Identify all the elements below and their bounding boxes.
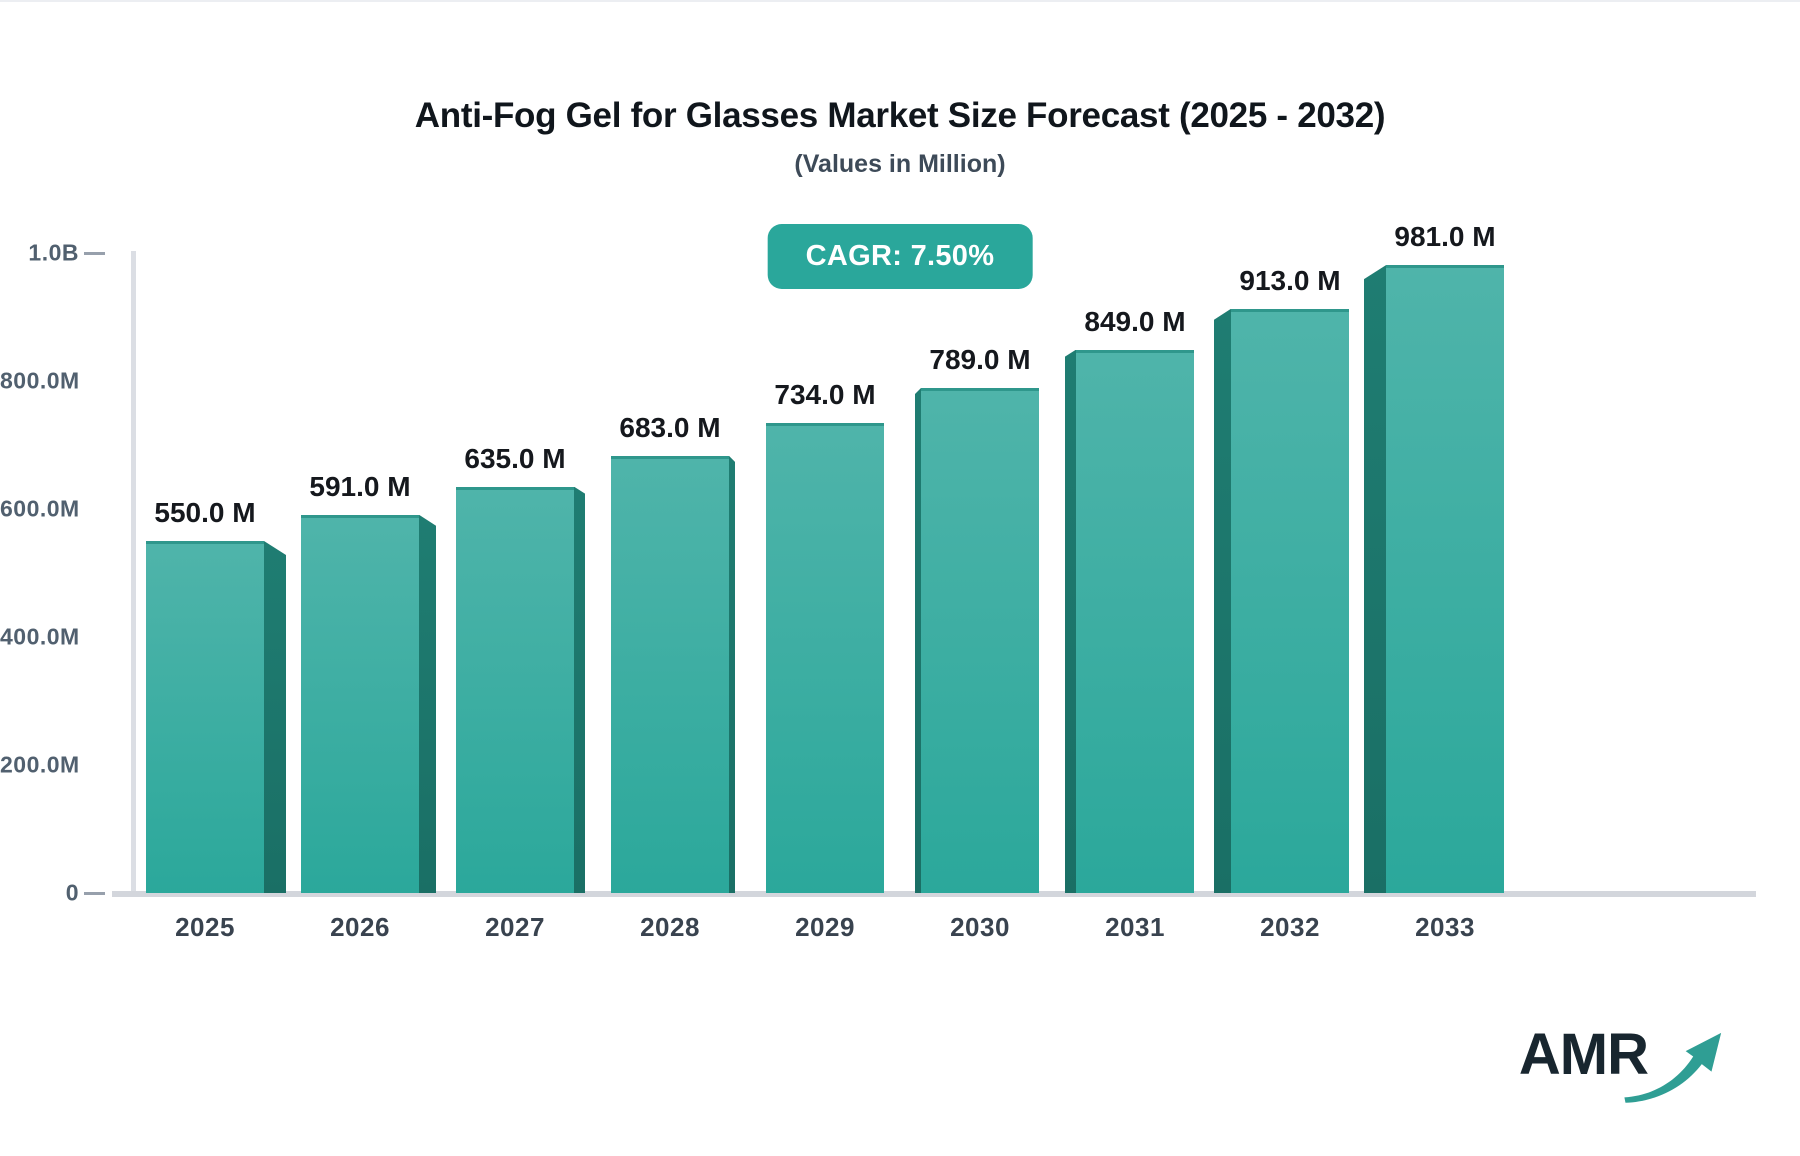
bar-slot-2029: 734.0 M bbox=[766, 253, 884, 893]
bar-value-label-2031: 849.0 M bbox=[1084, 305, 1186, 337]
bar-side-face-right bbox=[574, 486, 585, 893]
bar-slot-2031: 849.0 M bbox=[1065, 253, 1194, 893]
chart-title: Anti-Fog Gel for Glasses Market Size For… bbox=[414, 96, 1386, 135]
bar-value-label-2027: 635.0 M bbox=[464, 442, 566, 474]
bar-side-face-right bbox=[419, 514, 436, 893]
y-axis-label-200.0M: 200.0M bbox=[0, 751, 80, 778]
bar-value-label-2030: 789.0 M bbox=[929, 344, 1031, 376]
bar-side-face-right bbox=[729, 455, 735, 893]
y-axis-tick-1.0B bbox=[84, 252, 105, 255]
x-axis-label-2026: 2026 bbox=[330, 912, 390, 942]
bar-slot-2027: 635.0 M bbox=[456, 253, 585, 893]
x-axis-label-2029: 2029 bbox=[795, 912, 855, 942]
bar-value-label-2033: 981.0 M bbox=[1394, 221, 1496, 253]
bar-2025[interactable] bbox=[146, 541, 264, 893]
x-axis-baseline bbox=[112, 891, 1756, 897]
bar-2029[interactable] bbox=[766, 423, 884, 893]
bar-value-label-2026: 591.0 M bbox=[309, 470, 411, 502]
bar-side-face-left bbox=[1364, 265, 1386, 893]
bar-2031[interactable] bbox=[1076, 349, 1194, 893]
bar-2030[interactable] bbox=[921, 388, 1039, 893]
x-axis-label-2030: 2030 bbox=[950, 912, 1010, 942]
y-axis-line bbox=[131, 251, 136, 896]
page-top-border bbox=[0, 0, 1800, 2]
y-axis-label-800.0M: 800.0M bbox=[0, 367, 80, 394]
bar-slot-2028: 683.0 M bbox=[611, 253, 735, 893]
bar-slot-2025: 550.0 M bbox=[146, 253, 286, 893]
bar-2027[interactable] bbox=[456, 486, 574, 893]
x-axis-label-2032: 2032 bbox=[1260, 912, 1320, 942]
bar-value-label-2029: 734.0 M bbox=[774, 379, 876, 411]
bar-side-face-right bbox=[264, 541, 286, 893]
y-axis-tick-0 bbox=[84, 892, 105, 895]
cagr-badge: CAGR: 7.50% bbox=[767, 224, 1033, 289]
bar-side-face-left bbox=[915, 388, 921, 893]
bar-2026[interactable] bbox=[301, 514, 419, 893]
amr-logo-text: AMR bbox=[1518, 1022, 1649, 1087]
growth-arrow-icon bbox=[1624, 1032, 1722, 1103]
x-axis-label-2027: 2027 bbox=[485, 912, 545, 942]
bar-side-face-left bbox=[1214, 308, 1231, 893]
bar-2028[interactable] bbox=[611, 455, 729, 893]
y-axis-label-600.0M: 600.0M bbox=[0, 495, 80, 522]
bar-2032[interactable] bbox=[1231, 308, 1349, 893]
bar-slot-2030: 789.0 M bbox=[915, 253, 1039, 893]
y-axis-label-0: 0 bbox=[65, 879, 79, 906]
bar-slot-2033: 981.0 M bbox=[1364, 221, 1504, 893]
amr-logo: AMR bbox=[1519, 1026, 1730, 1106]
chart-subtitle: (Values in Million) bbox=[794, 150, 1006, 178]
bar-slot-2032: 913.0 M bbox=[1214, 253, 1349, 893]
bar-value-label-2025: 550.0 M bbox=[154, 497, 256, 528]
bar-value-label-2032: 913.0 M bbox=[1239, 264, 1341, 296]
y-axis-label-1.0B: 1.0B bbox=[28, 239, 79, 266]
bar-2033[interactable] bbox=[1386, 265, 1504, 893]
x-axis-label-2033: 2033 bbox=[1415, 912, 1475, 942]
bar-value-label-2028: 683.0 M bbox=[619, 411, 721, 443]
x-axis-label-2031: 2031 bbox=[1105, 912, 1165, 942]
x-axis-label-2025: 2025 bbox=[175, 912, 235, 942]
y-axis-label-400.0M: 400.0M bbox=[0, 623, 80, 650]
bar-side-face-left bbox=[1065, 349, 1076, 893]
x-axis-label-2028: 2028 bbox=[640, 912, 700, 942]
bar-slot-2026: 591.0 M bbox=[301, 253, 436, 893]
